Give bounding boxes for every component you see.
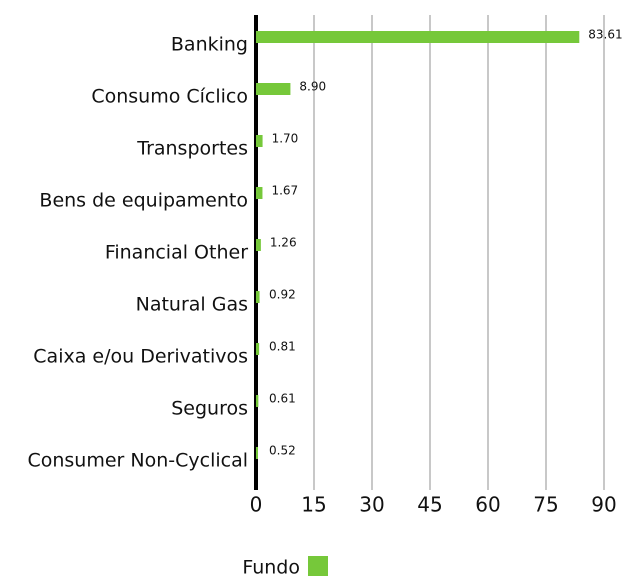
bar: [256, 83, 291, 95]
bar: [256, 187, 263, 199]
value-label: 0.92: [269, 288, 296, 302]
category-label: Consumer Non-Cyclical: [27, 450, 248, 472]
x-tick-label: 0: [250, 493, 263, 517]
bar: [256, 291, 260, 303]
value-label: 1.67: [271, 184, 298, 198]
value-label: 8.90: [299, 80, 326, 94]
bar: [256, 447, 259, 459]
value-label: 1.70: [272, 132, 299, 146]
bar: [256, 395, 259, 407]
category-label: Bens de equipamento: [39, 190, 248, 212]
legend-swatch: [308, 556, 328, 576]
x-tick-label: 60: [475, 493, 500, 517]
bar: [256, 239, 261, 251]
value-label: 1.26: [270, 236, 297, 250]
x-tick-label: 15: [301, 493, 326, 517]
category-label: Transportes: [136, 138, 248, 160]
x-tick-label: 45: [417, 493, 442, 517]
category-label: Banking: [171, 34, 248, 56]
value-label: 0.81: [269, 340, 296, 354]
category-label: Caixa e/ou Derivativos: [33, 346, 248, 368]
bar: [256, 135, 263, 147]
x-tick-label: 30: [359, 493, 384, 517]
category-label: Seguros: [171, 398, 248, 420]
x-tick-label: 90: [591, 493, 616, 517]
category-label: Natural Gas: [136, 294, 248, 316]
x-tick-label: 75: [533, 493, 558, 517]
bar: [256, 343, 260, 355]
value-label: 0.52: [269, 444, 296, 458]
bar: [256, 31, 580, 43]
value-label: 0.61: [269, 392, 296, 406]
category-label: Consumo Cíclico: [91, 86, 248, 108]
category-label: Financial Other: [105, 242, 248, 264]
legend-label: Fundo: [242, 557, 300, 576]
value-label: 83.61: [588, 28, 622, 42]
